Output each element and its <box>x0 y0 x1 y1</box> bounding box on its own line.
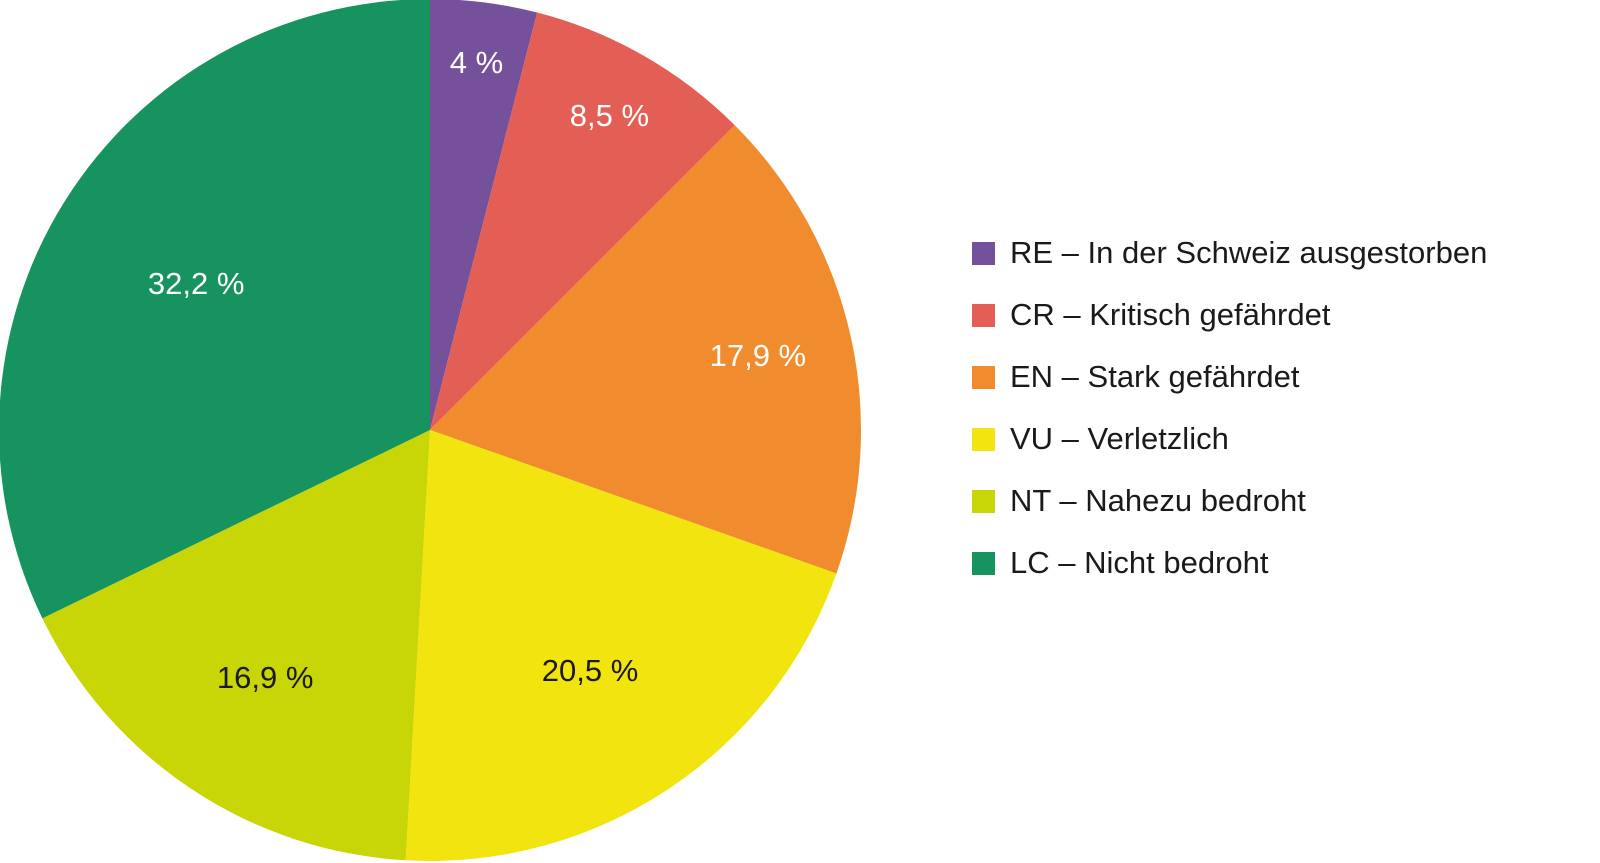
legend-label: VU – Verletzlich <box>1010 421 1229 456</box>
legend-item-lc: LC – Nicht bedroht <box>972 532 1487 594</box>
pie-slices <box>0 0 861 862</box>
slice-value-label-en: 17,9 % <box>710 338 807 373</box>
legend-item-en: EN – Stark gefährdet <box>972 346 1487 408</box>
legend: RE – In der Schweiz ausgestorben CR – Kri… <box>972 222 1487 594</box>
legend-swatch <box>972 241 995 265</box>
slice-value-label-re: 4 % <box>450 45 503 80</box>
legend-item-cr: CR – Kritisch gefährdet <box>972 284 1487 346</box>
slice-value-label-vu: 20,5 % <box>542 653 639 688</box>
legend-item-nt: NT – Nahezu bedroht <box>972 470 1487 532</box>
legend-label: CR – Kritisch gefährdet <box>1010 297 1331 332</box>
legend-item-vu: VU – Verletzlich <box>972 408 1487 470</box>
legend-swatch <box>972 551 995 575</box>
pie-slice-vu <box>405 430 837 862</box>
pie-value-labels: 4 % 8,5 % 17,9 % 20,5 % 16,9 % 32,2 % <box>148 45 806 695</box>
legend-label: RE – In der Schweiz ausgestorben <box>1010 235 1488 270</box>
legend-swatch <box>972 303 995 327</box>
slice-value-label-nt: 16,9 % <box>217 660 314 695</box>
legend-label: LC – Nicht bedroht <box>1010 545 1269 580</box>
legend-label: NT – Nahezu bedroht <box>1010 483 1306 518</box>
pie-slice-re <box>430 0 538 430</box>
pie-slice-en <box>430 125 861 574</box>
pie-slice-nt <box>42 430 431 861</box>
slice-value-label-cr: 8,5 % <box>570 98 649 133</box>
legend-label: EN – Stark gefährdet <box>1010 359 1300 394</box>
legend-swatch <box>972 365 995 389</box>
pie-slice-lc <box>0 0 430 619</box>
legend-item-re: RE – In der Schweiz ausgestorben <box>972 222 1487 284</box>
legend-swatch <box>972 427 995 451</box>
slice-value-label-lc: 32,2 % <box>148 266 245 301</box>
pie-slice-cr <box>430 12 735 431</box>
legend-swatch <box>972 489 995 513</box>
